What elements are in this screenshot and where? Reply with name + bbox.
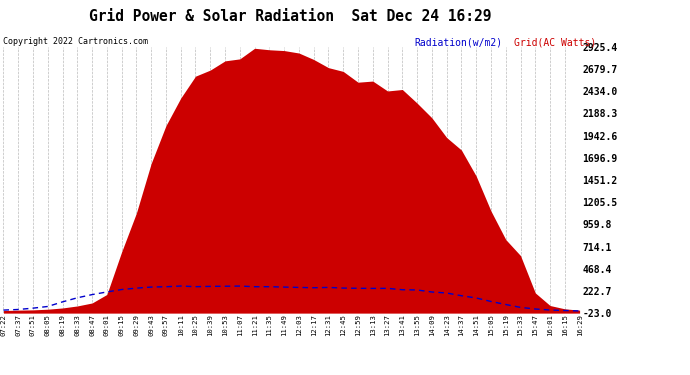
Text: Grid(AC Watts): Grid(AC Watts) bbox=[514, 38, 596, 48]
Text: Radiation(w/m2): Radiation(w/m2) bbox=[414, 38, 502, 48]
Text: Copyright 2022 Cartronics.com: Copyright 2022 Cartronics.com bbox=[3, 38, 148, 46]
Text: Grid Power & Solar Radiation  Sat Dec 24 16:29: Grid Power & Solar Radiation Sat Dec 24 … bbox=[88, 9, 491, 24]
